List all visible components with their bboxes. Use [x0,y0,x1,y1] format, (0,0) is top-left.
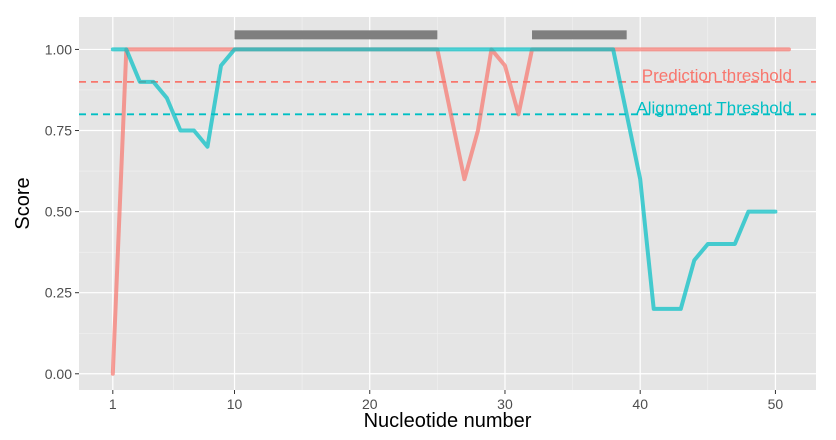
y-tick-label: 0.25 [45,285,72,301]
y-tick-label: 0.50 [45,204,72,220]
y-axis-title: Score [12,177,34,229]
x-tick-label: 1 [109,396,117,412]
y-tick-label: 1.00 [45,41,72,57]
threshold-label-1: Alignment Threshold [636,98,792,117]
y-tick-label: 0.00 [45,366,72,382]
x-tick-label: 20 [362,396,378,412]
threshold-label-0: Prediction threshold [642,66,792,85]
region-bar-0 [234,30,438,40]
x-axis-title: Nucleotide number [364,410,532,432]
series-line-1 [110,47,778,311]
region-bar-1 [532,30,627,40]
x-tick-label: 40 [632,396,648,412]
x-tick-label: 30 [497,396,513,412]
x-tick-label: 10 [227,396,243,412]
x-tick-label: 50 [768,396,784,412]
y-tick-label: 0.75 [45,123,72,139]
plot-panel [79,17,816,390]
series-line-0 [110,47,791,376]
